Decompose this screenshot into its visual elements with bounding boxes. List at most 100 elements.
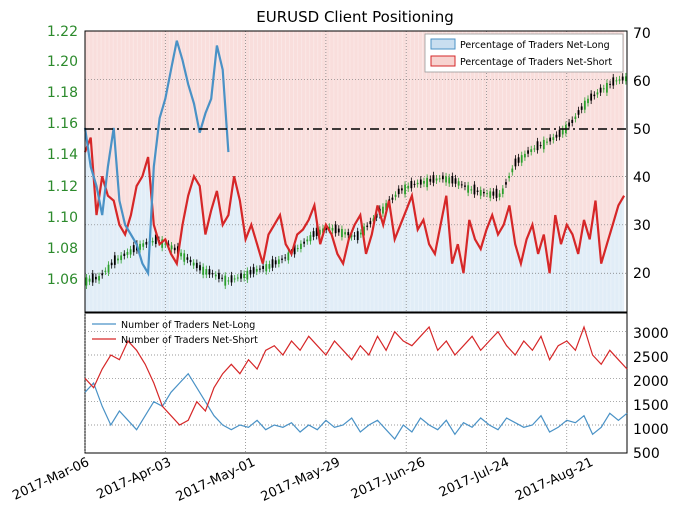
price-candle	[501, 185, 504, 198]
candle-body	[353, 235, 356, 237]
candle-body	[180, 252, 182, 257]
bottom-series-lines	[84, 325, 628, 440]
net-short-area	[85, 31, 625, 274]
price-candle	[520, 151, 523, 167]
candle-body	[501, 188, 504, 195]
price-candle	[331, 224, 334, 235]
price-candle	[429, 175, 432, 186]
bottom-right-tick: 500	[633, 446, 660, 462]
candle-body	[328, 226, 331, 230]
price-candle	[445, 172, 447, 186]
candle-body	[621, 76, 624, 81]
price-candle	[486, 189, 488, 198]
price-candle	[189, 256, 192, 266]
candle-body	[173, 247, 176, 251]
candle-body	[227, 280, 230, 282]
left-tick: 1.08	[47, 241, 78, 257]
left-tick: 1.06	[47, 272, 78, 288]
price-candle	[139, 240, 141, 254]
candle-body	[344, 232, 347, 235]
price-candle	[359, 229, 362, 238]
price-candle	[132, 241, 135, 256]
candle-body	[205, 269, 208, 275]
candle-body	[441, 175, 444, 180]
price-candle	[129, 245, 132, 259]
candle-body	[202, 266, 205, 275]
price-candle	[470, 185, 473, 194]
price-candle	[416, 179, 419, 188]
candle-body	[590, 93, 593, 101]
candle-body	[347, 232, 350, 236]
price-candle	[517, 153, 520, 167]
candle-body	[296, 248, 299, 250]
candle-body	[542, 139, 545, 150]
candle-body	[246, 270, 249, 280]
candle-body	[612, 77, 615, 86]
bottom-right-tick: 1000	[633, 422, 669, 438]
x-tick-label: 2017-Apr-03	[94, 455, 173, 503]
bottom-right-tick: 1500	[633, 398, 669, 414]
price-candle	[583, 97, 586, 114]
price-candle	[186, 253, 189, 264]
price-candle	[300, 240, 302, 253]
top-legend-box	[424, 33, 624, 73]
price-candle	[170, 242, 173, 253]
candle-body	[170, 245, 173, 250]
candle-body	[259, 268, 261, 270]
candle-body	[126, 251, 129, 255]
candle-body	[123, 253, 126, 257]
candle-body	[208, 269, 211, 275]
price-candle	[590, 90, 593, 105]
top-series-lines	[83, 40, 626, 277]
candle-body	[448, 177, 451, 184]
price-candle	[561, 125, 564, 138]
candle-body	[460, 184, 463, 186]
price-candle	[479, 186, 482, 200]
candle-body	[492, 191, 495, 196]
candle-body	[372, 218, 375, 222]
price-candle	[596, 88, 599, 98]
price-candle	[438, 174, 441, 183]
candle-body	[236, 277, 239, 279]
price-candle	[546, 138, 548, 146]
candle-body	[249, 269, 252, 275]
legend-label-net-short: Percentage of Traders Net-Short	[460, 57, 612, 68]
price-candle	[587, 95, 589, 107]
price-candle	[571, 116, 574, 127]
price-candle	[205, 265, 208, 279]
price-candle	[457, 177, 460, 190]
candle-body	[514, 158, 517, 167]
top-legend: Percentage of Traders Net-Long Percentag…	[424, 33, 624, 73]
price-candles	[85, 72, 627, 290]
candle-body	[88, 278, 91, 282]
candle-body	[530, 149, 533, 153]
left-tick: 1.20	[47, 54, 78, 70]
top-panel: 1.06 1.08 1.10 1.12 1.14 1.16 1.18 1.20 …	[47, 24, 651, 313]
price-candle	[426, 174, 429, 191]
price-candle	[85, 274, 88, 289]
candle-body	[186, 257, 189, 260]
candle-body	[400, 188, 403, 191]
price-candle	[236, 274, 239, 282]
price-candle	[120, 251, 123, 264]
price-candle	[126, 248, 129, 259]
x-tick-label: 2017-May-29	[259, 455, 343, 505]
series-line-number-net-short	[84, 325, 628, 426]
price-candle	[606, 79, 608, 97]
candle-body	[483, 191, 485, 194]
candle-body	[479, 189, 482, 196]
candle-body	[189, 259, 192, 263]
price-candle	[240, 270, 242, 283]
candle-body	[120, 255, 123, 261]
candle-body	[558, 129, 561, 137]
candle-body	[233, 278, 236, 280]
price-candle	[107, 261, 110, 276]
legend-label-net-long: Percentage of Traders Net-Long	[460, 40, 610, 51]
candle-body	[214, 274, 217, 277]
legend-label-number-net-long: Number of Traders Net-Long	[121, 320, 255, 331]
price-candle	[492, 188, 495, 200]
candle-body	[104, 270, 107, 272]
candle-body	[580, 106, 583, 110]
right-tick: 50	[633, 122, 651, 138]
price-candle	[467, 181, 470, 197]
